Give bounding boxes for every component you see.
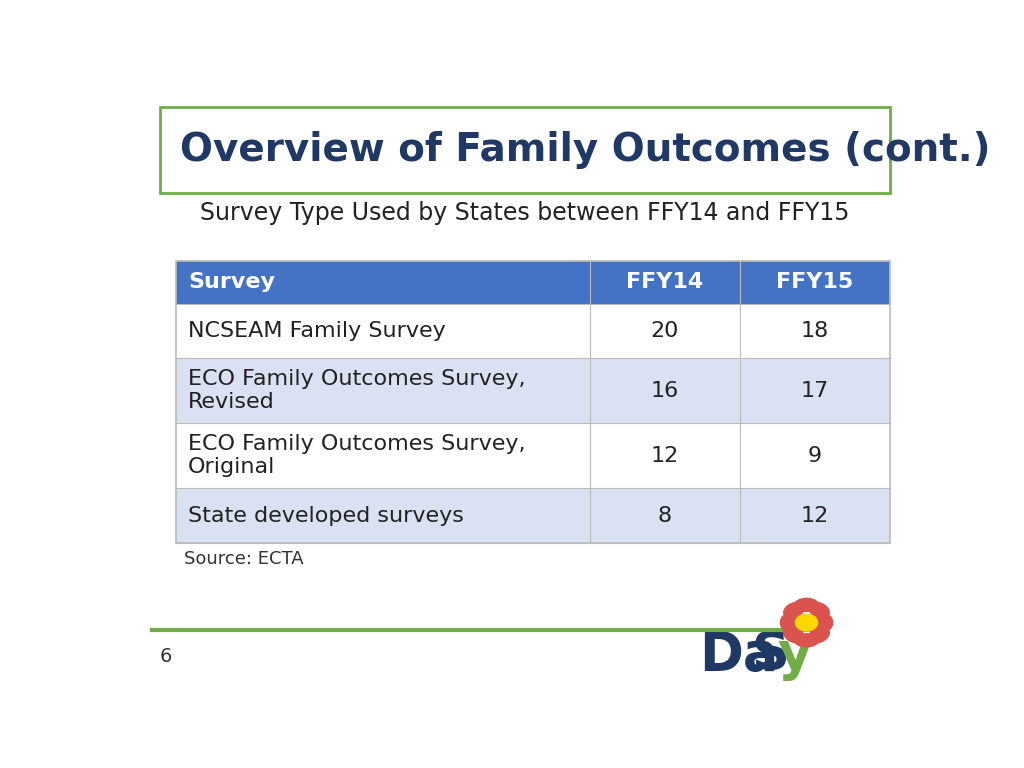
Ellipse shape — [795, 598, 818, 611]
Text: Source: ECTA: Source: ECTA — [183, 550, 303, 568]
Circle shape — [796, 614, 817, 631]
Text: FFY15: FFY15 — [776, 273, 853, 293]
FancyBboxPatch shape — [176, 260, 890, 304]
Text: 12: 12 — [801, 505, 829, 525]
Text: Da: Da — [699, 629, 779, 681]
Text: NCSEAM Family Survey: NCSEAM Family Survey — [188, 321, 445, 341]
FancyBboxPatch shape — [160, 107, 890, 193]
Ellipse shape — [780, 614, 798, 631]
Text: 9: 9 — [808, 446, 822, 466]
Text: 18: 18 — [801, 321, 829, 341]
Text: FFY14: FFY14 — [627, 273, 703, 293]
Ellipse shape — [808, 627, 829, 643]
FancyBboxPatch shape — [176, 358, 890, 423]
FancyBboxPatch shape — [176, 488, 890, 543]
Text: S: S — [751, 629, 788, 681]
Text: Survey Type Used by States between FFY14 and FFY15: Survey Type Used by States between FFY14… — [200, 201, 850, 225]
Ellipse shape — [783, 627, 805, 643]
FancyBboxPatch shape — [176, 304, 890, 358]
Text: Overview of Family Outcomes (cont.): Overview of Family Outcomes (cont.) — [179, 131, 990, 169]
Ellipse shape — [815, 614, 833, 631]
Text: State developed surveys: State developed surveys — [188, 505, 464, 525]
Text: Survey: Survey — [188, 273, 275, 293]
Ellipse shape — [808, 602, 829, 617]
Ellipse shape — [783, 602, 805, 617]
Text: 20: 20 — [650, 321, 679, 341]
Ellipse shape — [795, 634, 818, 647]
Text: 17: 17 — [801, 381, 829, 401]
Text: y: y — [777, 629, 812, 681]
Text: ECO Family Outcomes Survey,
Revised: ECO Family Outcomes Survey, Revised — [188, 369, 525, 412]
Text: 12: 12 — [650, 446, 679, 466]
Text: 8: 8 — [657, 505, 672, 525]
Text: 16: 16 — [650, 381, 679, 401]
Text: 6: 6 — [160, 647, 172, 667]
Text: ECO Family Outcomes Survey,
Original: ECO Family Outcomes Survey, Original — [188, 434, 525, 478]
FancyBboxPatch shape — [176, 423, 890, 488]
